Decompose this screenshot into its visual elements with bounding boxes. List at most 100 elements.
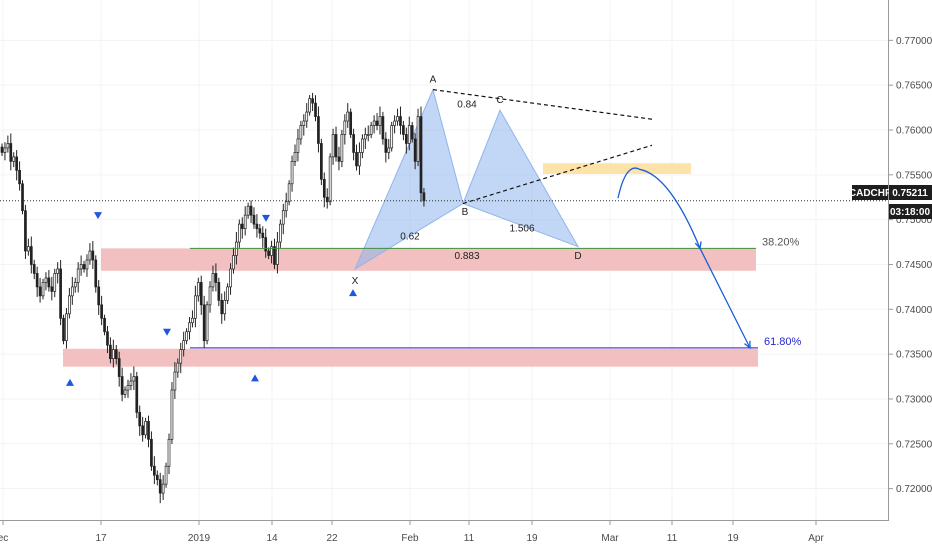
candle-body <box>352 134 355 153</box>
candle-body <box>363 134 367 140</box>
candle <box>381 111 385 145</box>
candle-body <box>182 340 186 351</box>
candle <box>205 301 209 345</box>
candle-body <box>419 116 423 194</box>
projection-path <box>617 167 751 350</box>
candle <box>252 207 256 229</box>
candle <box>150 431 153 471</box>
candle <box>328 153 332 206</box>
time-axis: ec 17 2019 14 22 Feb 11 19 Mar 11 19 Apr <box>0 521 824 544</box>
candle-body <box>199 282 203 306</box>
candle <box>120 367 124 402</box>
countdown-badge: 03:18:00 <box>889 204 932 219</box>
candle-body <box>410 125 414 140</box>
candle-body <box>223 299 227 315</box>
candle-body <box>308 98 311 113</box>
candle-body <box>413 138 417 162</box>
price-zone <box>101 248 756 271</box>
candle-body <box>41 282 45 297</box>
candle-body <box>252 214 256 225</box>
candle-body <box>279 223 282 243</box>
candle-body <box>255 223 259 229</box>
candle <box>135 371 139 419</box>
candle <box>138 405 142 436</box>
candle-body <box>296 138 300 153</box>
candle <box>308 95 311 116</box>
pattern-labels: A C B X D 0.84 0.62 1.506 0.883 <box>352 74 582 287</box>
candle-body <box>114 349 118 359</box>
candle-body <box>62 317 65 342</box>
candle-body <box>88 250 92 261</box>
candle <box>361 134 364 159</box>
candle-body <box>287 183 291 203</box>
candle <box>94 255 98 293</box>
x-tick-label: 22 <box>326 533 338 544</box>
candle-body <box>302 120 306 126</box>
candle <box>91 240 95 269</box>
candle <box>270 240 273 264</box>
candle-body <box>375 120 379 126</box>
last-price-label: 0.75211 <box>892 188 928 199</box>
candle-body <box>343 120 347 135</box>
candle-body <box>293 152 297 162</box>
candle <box>170 382 174 444</box>
candle <box>337 146 341 171</box>
candle <box>208 281 212 313</box>
projection-arrowhead <box>694 241 702 250</box>
candle <box>15 150 18 181</box>
candle <box>343 114 347 145</box>
candle <box>24 204 27 259</box>
candle <box>399 106 402 135</box>
fractal-up-marker <box>349 289 357 297</box>
candle <box>161 475 165 500</box>
candle <box>296 128 300 162</box>
candle <box>372 115 376 134</box>
candle <box>59 260 62 326</box>
candle <box>384 132 388 163</box>
candle-body <box>267 250 270 256</box>
fractal-down-marker <box>163 328 171 336</box>
candle-body <box>284 201 288 212</box>
candle <box>147 415 150 448</box>
candle <box>179 342 183 374</box>
candle-body <box>261 232 265 238</box>
trendline <box>432 89 653 120</box>
candle <box>410 121 414 143</box>
candle <box>349 108 353 139</box>
candle-body <box>29 246 33 265</box>
price-axis: 0.72000 0.72500 0.73000 0.73500 0.74000 0.745… <box>889 36 932 495</box>
candle-body <box>196 282 200 297</box>
candle-body <box>97 286 101 306</box>
candle-body <box>337 156 341 162</box>
x-tick-label: Apr <box>808 533 824 544</box>
pattern-ratio-label: 0.84 <box>457 100 477 111</box>
candle-body <box>246 205 250 216</box>
price-scale-background[interactable] <box>889 0 932 550</box>
candle <box>76 262 80 293</box>
candle-body <box>226 286 229 301</box>
candle <box>35 266 39 297</box>
pattern-point-label: X <box>352 276 359 287</box>
candle <box>167 433 171 475</box>
candle-body <box>12 156 16 162</box>
candle <box>346 103 350 128</box>
candle-body <box>188 322 191 333</box>
candle <box>153 456 156 485</box>
candle-body <box>59 268 62 319</box>
candle-body <box>402 125 405 135</box>
candle <box>141 416 144 442</box>
candle <box>3 142 7 161</box>
fibonacci-levels: 38.20% 61.80% <box>190 236 802 349</box>
candle <box>284 192 288 218</box>
candle <box>243 206 247 236</box>
candle-body <box>176 362 180 373</box>
y-tick-label: 0.74000 <box>896 305 932 316</box>
time-scale-background[interactable] <box>0 521 889 550</box>
candle <box>246 202 250 219</box>
candle-body <box>273 246 276 265</box>
candle <box>302 114 306 136</box>
candle-body <box>355 152 358 167</box>
candle-body <box>372 120 376 126</box>
candle-body <box>346 111 350 122</box>
